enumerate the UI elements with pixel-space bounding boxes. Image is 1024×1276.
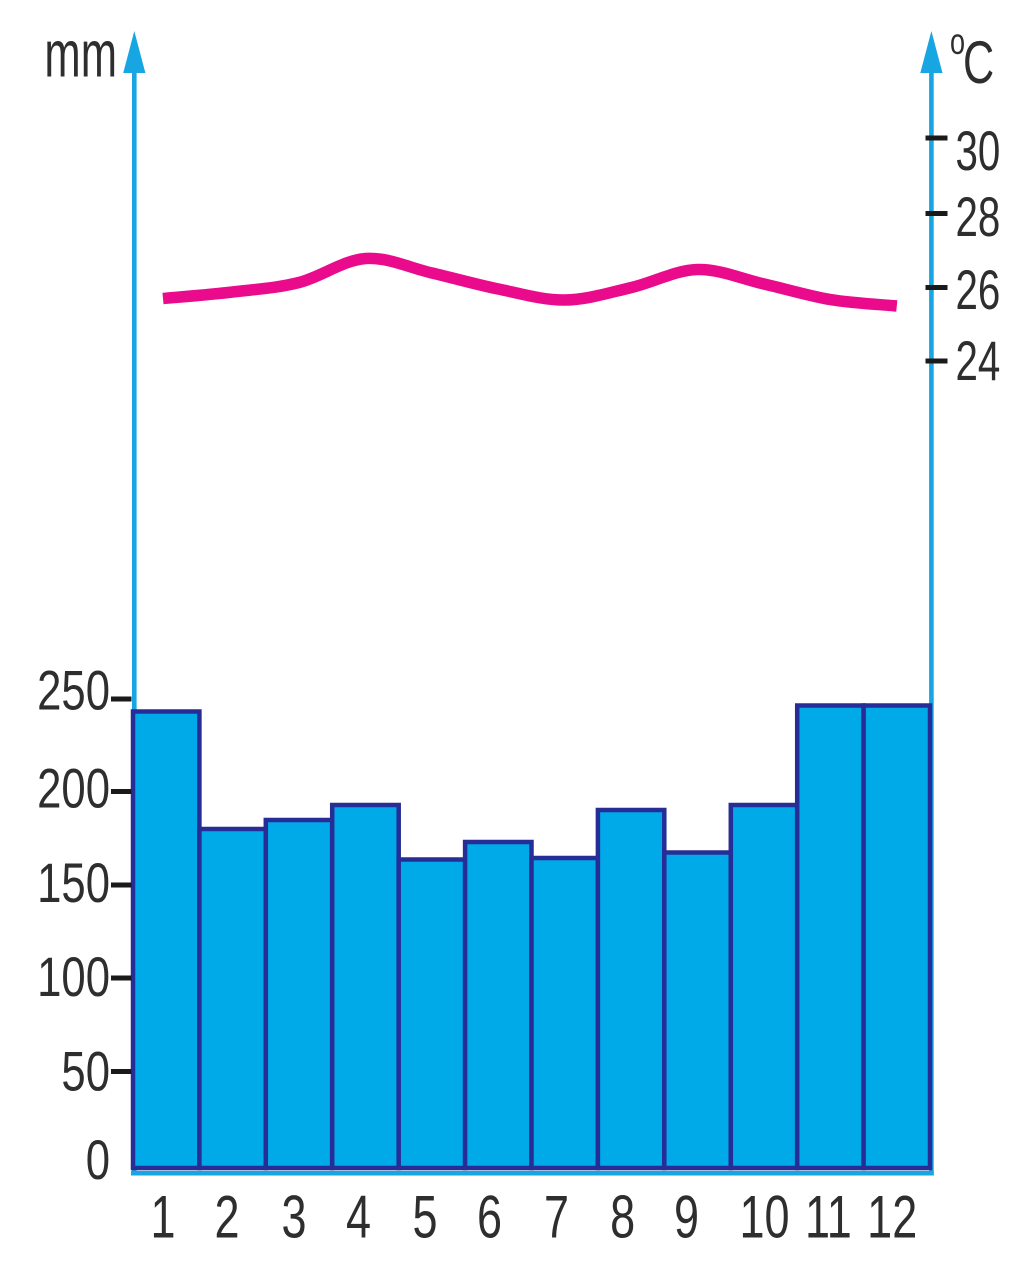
svg-text:26: 26 [956, 260, 1001, 322]
svg-text:2: 2 [214, 1184, 239, 1251]
svg-text:4: 4 [346, 1184, 371, 1251]
svg-text:8: 8 [610, 1184, 635, 1251]
svg-text:200: 200 [37, 757, 110, 819]
svg-text:1: 1 [150, 1184, 175, 1251]
svg-text:0: 0 [86, 1129, 110, 1191]
svg-text:6: 6 [477, 1184, 502, 1251]
svg-text:24: 24 [956, 331, 1001, 393]
svg-text:30: 30 [956, 121, 1001, 183]
svg-text:10: 10 [739, 1184, 789, 1251]
svg-text:3: 3 [281, 1184, 306, 1251]
svg-text:mm: mm [44, 16, 117, 90]
svg-text:12: 12 [867, 1184, 917, 1251]
svg-text:28: 28 [956, 187, 1001, 249]
svg-text:C: C [963, 30, 994, 97]
svg-text:150: 150 [37, 852, 110, 914]
svg-text:250: 250 [37, 659, 110, 721]
svg-text:o: o [950, 21, 965, 62]
svg-text:5: 5 [412, 1184, 437, 1251]
svg-text:9: 9 [674, 1184, 699, 1251]
svg-text:11: 11 [805, 1184, 852, 1251]
svg-text:50: 50 [61, 1040, 110, 1102]
svg-text:100: 100 [37, 946, 110, 1008]
svg-text:7: 7 [544, 1184, 569, 1251]
